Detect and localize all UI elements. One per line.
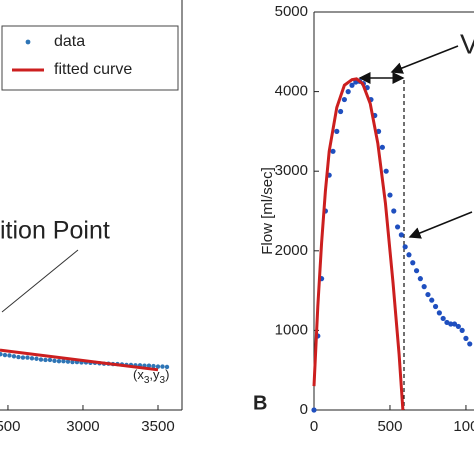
data-point <box>391 208 397 214</box>
data-point <box>440 315 446 322</box>
x-tick-label: 0 <box>310 418 318 435</box>
data-point <box>2 352 8 358</box>
legend-label: fitted curve <box>54 61 132 78</box>
data-point <box>337 108 344 115</box>
data-point <box>341 96 347 103</box>
legend-swatch <box>25 39 31 45</box>
data-point <box>387 192 393 198</box>
y-tick-label: 4000 <box>275 83 308 100</box>
data-point <box>345 89 351 95</box>
x-tick-label: 3500 <box>141 418 174 435</box>
data-point <box>160 364 165 369</box>
data-point <box>410 260 416 266</box>
data-point <box>413 268 420 274</box>
annotation: ition Point <box>0 217 110 245</box>
data-point <box>421 284 427 290</box>
data-point <box>402 244 408 250</box>
data-point <box>459 327 465 333</box>
data-point <box>398 232 404 238</box>
data-point <box>61 359 66 364</box>
y-tick-label: 3000 <box>275 162 308 179</box>
data-point <box>349 82 355 88</box>
data-point <box>65 359 71 364</box>
annotation-arrow <box>408 211 473 239</box>
data-point <box>432 303 439 310</box>
annotation-part: 3 <box>144 375 150 386</box>
data-point <box>25 355 30 360</box>
y-tick-label: 2000 <box>275 242 308 259</box>
data-point <box>11 354 17 359</box>
y-axis-label: Flow [ml/sec] <box>259 167 276 255</box>
data-point <box>52 358 57 363</box>
data-point <box>0 352 3 357</box>
annotation-pointer <box>1 249 79 313</box>
data-point <box>394 224 401 230</box>
data-point <box>417 276 423 282</box>
data-point <box>151 363 156 369</box>
data-point <box>43 357 48 363</box>
data-point <box>38 357 44 362</box>
y-tick-label: 5000 <box>275 3 308 20</box>
annotation-part: ) <box>165 367 169 382</box>
panel-label: B <box>253 392 267 414</box>
data-point <box>451 321 458 327</box>
data-point <box>425 291 431 298</box>
x-tick-label: 500 <box>377 418 402 435</box>
data-point <box>455 323 461 330</box>
fitted-line <box>0 348 159 372</box>
data-point <box>47 357 53 363</box>
y-tick-label: 0 <box>300 401 308 418</box>
annotation-arrow <box>390 45 459 74</box>
legend-box <box>1 25 179 91</box>
data-point <box>436 310 442 316</box>
legend-label: data <box>54 33 85 50</box>
data-point <box>448 321 454 327</box>
data-point <box>334 128 340 134</box>
annotation-part: 3 <box>160 375 166 386</box>
data-point <box>406 252 412 258</box>
y-tick-label: 1000 <box>275 321 308 338</box>
data-point <box>56 359 62 364</box>
data-point <box>155 364 161 369</box>
data-point <box>146 363 152 368</box>
data-point <box>383 168 389 174</box>
data-point <box>379 144 385 150</box>
data-point <box>467 341 473 347</box>
data-point <box>463 335 469 341</box>
data-point <box>34 356 39 361</box>
annotation-part: (x <box>133 367 144 382</box>
annotation: (x3,y3) <box>133 367 169 385</box>
x-tick-label: 100 <box>453 418 474 435</box>
x-tick-label: 500 <box>0 418 20 435</box>
annotation-part: ,y <box>149 367 160 382</box>
data-point <box>7 353 12 358</box>
data-point <box>20 355 26 360</box>
annotation: V <box>460 28 474 59</box>
data-point <box>70 359 75 365</box>
data-point <box>164 364 170 370</box>
data-point <box>16 354 21 360</box>
data-point <box>29 356 35 361</box>
data-point <box>330 148 336 154</box>
x-tick-label: 3000 <box>66 418 99 435</box>
data-point <box>429 297 435 303</box>
fitted-line <box>312 77 405 411</box>
data-point <box>311 407 317 413</box>
